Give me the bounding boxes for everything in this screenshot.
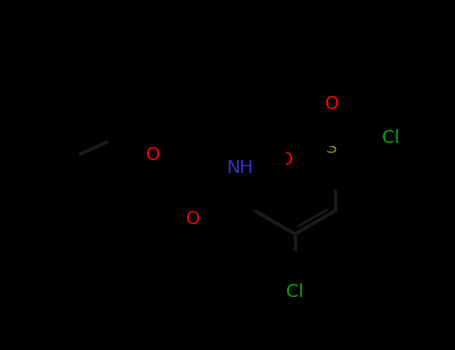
Text: S: S [326,139,338,157]
Text: NH: NH [227,159,253,177]
Text: O: O [146,146,160,164]
Text: O: O [186,210,200,228]
Text: Cl: Cl [286,283,304,301]
Text: O: O [279,151,293,169]
Text: Cl: Cl [382,129,400,147]
Text: O: O [325,95,339,113]
